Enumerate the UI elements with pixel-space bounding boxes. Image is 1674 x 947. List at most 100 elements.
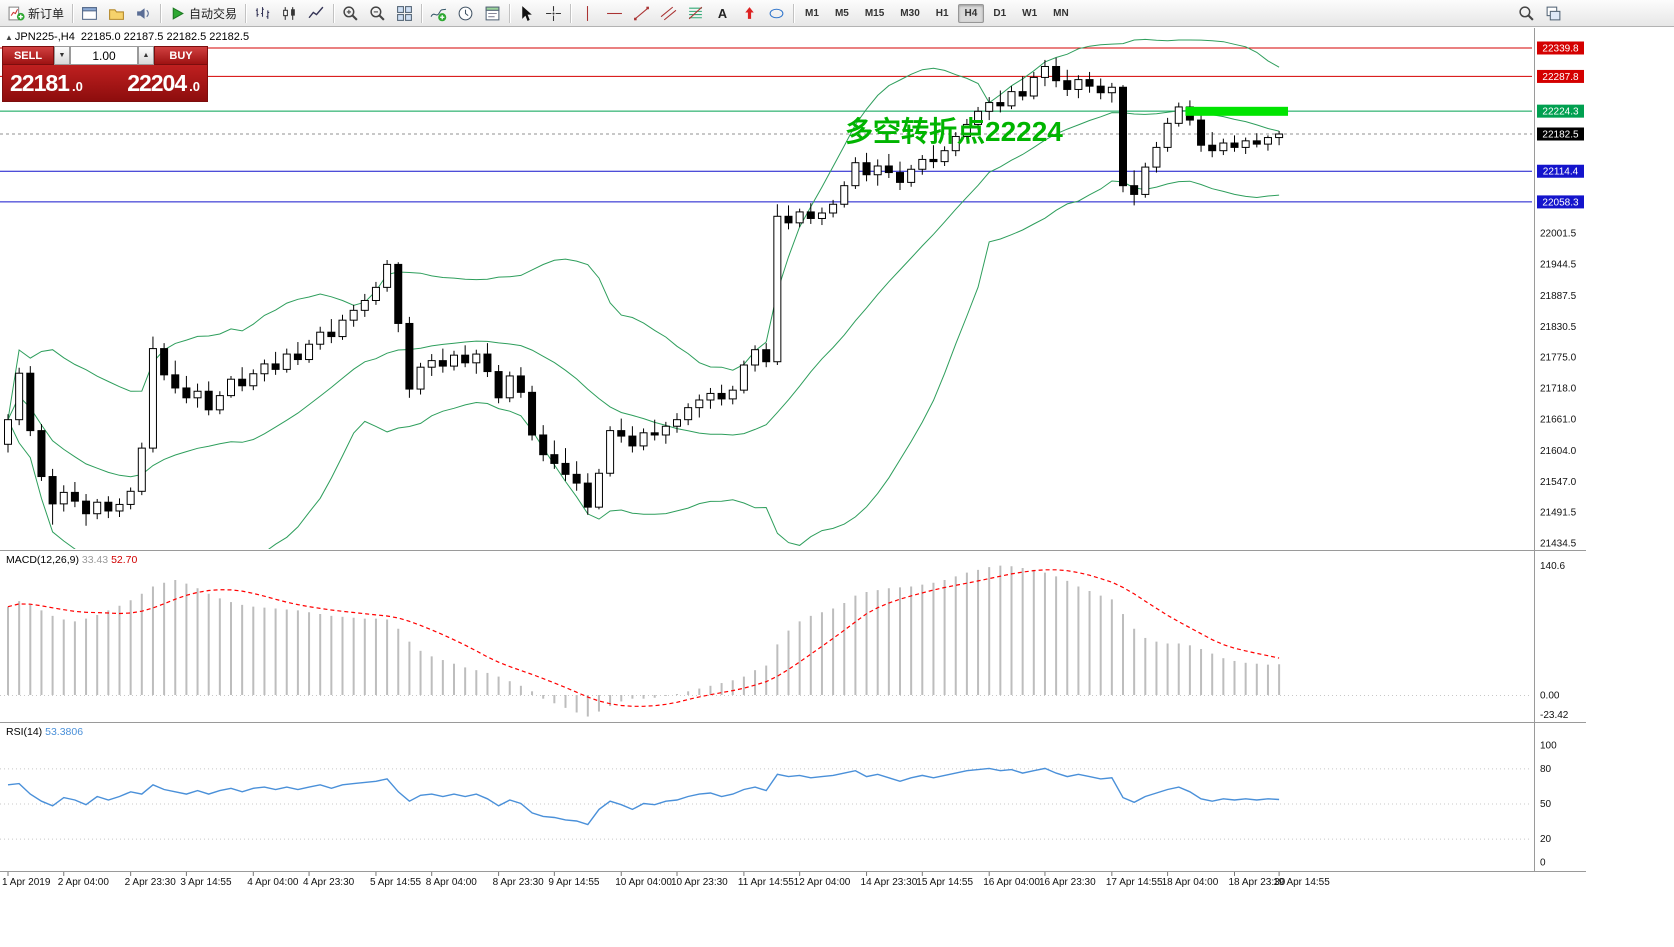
candle [996,90,1005,113]
buy-button[interactable]: BUY [154,46,208,65]
search-button[interactable] [1514,2,1539,25]
channel-button[interactable] [656,2,681,25]
macd-signal-line [7,569,1280,707]
candle [1130,170,1139,206]
candle [639,428,648,451]
y-axis-label: 21887.5 [1540,291,1577,302]
line-chart-button[interactable] [304,2,329,25]
highlight-trend-segment[interactable] [1185,106,1289,116]
periods-icon [457,5,474,22]
crosshair-button[interactable] [541,2,566,25]
candle [271,351,280,375]
candle [572,461,581,491]
candle [516,367,525,398]
symbol-marker-icon: ▲ [5,33,13,42]
timeframe-w1-button[interactable]: W1 [1022,7,1038,19]
volume-up-button[interactable]: ▲ [138,46,154,65]
buy-price[interactable]: 22204.0 [127,70,200,97]
chart-symbol-period: JPN225-,H4 [14,31,75,43]
charts-window-button[interactable] [77,2,102,25]
sell-button[interactable]: SELL [2,46,54,65]
y-axis-label: 21830.5 [1540,322,1577,333]
volume-input[interactable]: 1.00 [70,46,138,65]
arrow-button[interactable] [737,2,762,25]
candle [327,319,336,344]
alerts-button[interactable] [131,2,156,25]
candle [550,440,559,469]
toolbar-separator [421,3,423,23]
templates-button[interactable] [480,2,505,25]
x-axis-label: 4 Apr 23:30 [303,877,355,888]
macd-pane [0,565,1532,717]
macd-label: MACD(12,26,9) 33.43 52.70 [6,554,138,566]
template-icon [484,5,501,22]
x-axis-label: 1 Apr 2019 [2,877,51,888]
candle [918,155,927,175]
vline-icon [579,5,596,22]
candle [305,339,314,363]
x-axis-label: 10 Apr 23:30 [671,877,728,888]
periods-button[interactable] [453,2,478,25]
candle [461,345,470,368]
tile-icon [396,5,413,22]
rsi-scale-label: 20 [1540,834,1552,845]
candle [717,384,726,406]
candle [1197,112,1206,152]
volume-down-button[interactable]: ▼ [54,46,70,65]
autotrading-button[interactable]: 自动交易 [165,2,241,25]
candle [661,421,670,444]
rsi-scale-label: 80 [1540,764,1552,775]
timeframe-m1-button[interactable]: M1 [805,7,819,19]
toolbar-separator [245,3,247,23]
timeframe-d1-button[interactable]: D1 [993,7,1007,19]
annotation-text[interactable]: 多空转折点22224 [845,115,1063,147]
bar-chart-button[interactable] [250,2,275,25]
trendline-icon [633,5,650,22]
y-axis-label: 21491.5 [1540,507,1577,518]
x-axis-label: 16 Apr 04:00 [983,877,1040,888]
timeframe-h4-button[interactable]: H4 [957,3,985,23]
candlestick-chart-button[interactable] [277,2,302,25]
timeframe-m15-button[interactable]: M15 [864,7,885,19]
zoom-out-button[interactable] [365,2,390,25]
text-button[interactable] [710,2,735,25]
cursor-button[interactable] [514,2,539,25]
candle [617,418,626,443]
tile-windows-button[interactable] [392,2,417,25]
timeframe-m5-button[interactable]: M5 [834,7,849,19]
new-order-button[interactable]: 新订单 [4,2,68,25]
timeframe-mn-button[interactable]: MN [1053,7,1069,19]
fibonacci-button[interactable] [683,2,708,25]
sell-price-frac: .0 [71,78,83,94]
fibo-icon [687,5,704,22]
candle [951,132,960,157]
macd-scale-label: 140.6 [1540,561,1565,572]
toolbar-separator [72,3,74,23]
candle [171,360,180,394]
zoom-in-button[interactable] [338,2,363,25]
profiles-button[interactable] [104,2,129,25]
timeframe-m30-button[interactable]: M30 [900,7,920,19]
vertical-line-button[interactable] [575,2,600,25]
trendline-button[interactable] [629,2,654,25]
indicators-button[interactable] [426,2,451,25]
candle [1052,57,1061,88]
timeframe-h1-button[interactable]: H1 [935,7,949,19]
horizontal-line-button[interactable] [602,2,627,25]
y-axis-label: 21434.5 [1540,538,1577,549]
svg-text:22058.3: 22058.3 [1542,197,1579,208]
x-axis-label: 8 Apr 04:00 [426,877,478,888]
toolbar-separator [333,3,335,23]
shapes-button[interactable] [764,2,789,25]
candle [873,159,882,186]
rsi-scale-label: 0 [1540,858,1546,869]
candle [962,118,971,142]
candle [684,403,693,426]
sell-price[interactable]: 22181.0 [10,70,83,97]
candle [606,426,615,477]
candle [1107,82,1116,103]
main-toolbar: 新订单 自动交易 M1 M5 M15 M30 H1 H4 D1 W1 MN [0,0,1674,27]
window-list-button[interactable] [1541,2,1566,25]
shapes-icon [768,5,785,22]
